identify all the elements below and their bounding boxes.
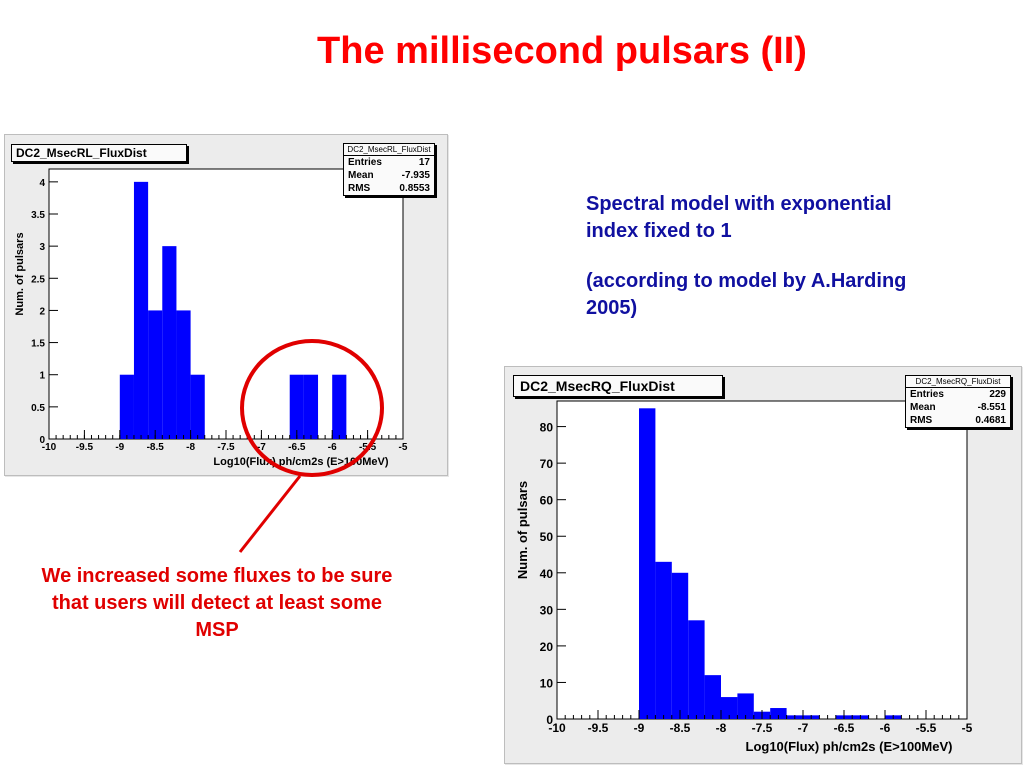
y-tick-label: 40 xyxy=(540,567,554,581)
stats-entries-label: Entries xyxy=(910,389,944,400)
x-axis-label: Log10(Flux) ph/cm2s (E>100MeV) xyxy=(213,456,388,468)
y-tick-label: 0 xyxy=(546,713,553,727)
histogram-bar xyxy=(133,181,149,439)
x-tick-label: -9.5 xyxy=(76,442,94,453)
x-tick-label: -5 xyxy=(399,442,408,453)
y-tick-label: 1.5 xyxy=(31,339,45,350)
slide-title: The millisecond pulsars (II) xyxy=(317,30,807,72)
x-tick-label: -7 xyxy=(798,721,809,735)
x-tick-label: -8 xyxy=(716,721,727,735)
stats-entries-label: Entries xyxy=(348,157,382,168)
x-tick-label: -6.5 xyxy=(288,442,306,453)
y-tick-label: 2 xyxy=(39,306,45,317)
histogram-bar xyxy=(176,310,191,439)
stats-header: DC2_MsecRL_FluxDist xyxy=(344,144,434,156)
x-tick-label: -8 xyxy=(186,442,195,453)
histogram-bar xyxy=(770,708,787,719)
histogram-bar xyxy=(190,374,205,439)
x-tick-label: -7.5 xyxy=(217,442,235,453)
y-tick-label: 3 xyxy=(39,242,45,253)
x-tick-label: -6.5 xyxy=(834,721,855,735)
y-tick-label: 10 xyxy=(540,676,554,690)
y-tick-label: 80 xyxy=(540,421,554,435)
stats-mean-label: Mean xyxy=(910,402,936,413)
histogram-bar xyxy=(737,693,754,719)
histogram-bar xyxy=(162,246,177,439)
x-tick-label: -6 xyxy=(328,442,337,453)
y-tick-label: 0.5 xyxy=(31,403,45,414)
stats-rms-label: RMS xyxy=(910,415,933,426)
hist-title-msecrq: DC2_MsecRQ_FluxDist xyxy=(513,375,723,397)
histogram-bar xyxy=(671,572,689,719)
stats-box-msecrq: DC2_MsecRQ_FluxDist Entries 229 Mean -8.55… xyxy=(905,375,1011,428)
histogram-bar xyxy=(332,374,347,439)
stats-rms-value: 0.8553 xyxy=(399,183,430,194)
y-tick-label: 30 xyxy=(540,603,554,617)
x-axis-label: Log10(Flux) ph/cm2s (E>100MeV) xyxy=(746,739,953,754)
plot-frame xyxy=(556,400,968,720)
x-tick-label: -10 xyxy=(548,721,566,735)
stats-entries-value: 17 xyxy=(418,157,430,168)
x-tick-label: -9 xyxy=(115,442,124,453)
histogram-bar xyxy=(655,561,672,719)
histogram-svg-msecrl: -10 -9.5 -9 -8.5 -8 -7.5 -7 -6.5 -6 -5.5 -500.511.… xyxy=(14,168,408,468)
histogram-panel-msecrq: -10 -9.5 -9 -8.5 -8 -7.5 -7 -6.5 -6 -5.5 -5 0 10 20 30… xyxy=(504,366,1022,764)
stats-box-msecrl: DC2_MsecRL_FluxDist Entries 17 Mean -7.935… xyxy=(343,143,435,196)
stats-header: DC2_MsecRQ_FluxDist xyxy=(906,376,1010,388)
x-tick-label: -9.5 xyxy=(588,721,609,735)
histogram-panel-msecrl: -10 -9.5 -9 -8.5 -8 -7.5 -7 -6.5 -6 -5.5 -5 0 0.5 1 1.… xyxy=(4,134,448,476)
x-tick-label: -5 xyxy=(962,721,973,735)
y-tick-label: 3.5 xyxy=(31,210,45,221)
y-tick-label: 70 xyxy=(540,457,554,471)
y-tick-label: 1 xyxy=(39,371,45,382)
y-tick-label: 20 xyxy=(540,640,554,654)
histogram-bar xyxy=(688,620,705,719)
stats-mean-value: -7.935 xyxy=(401,170,430,181)
histogram-bar xyxy=(704,675,721,719)
y-axis-label: Num. of pulsars xyxy=(14,232,26,315)
histogram-bar xyxy=(303,374,319,439)
hist-title-msecrl: DC2_MsecRL_FluxDist xyxy=(11,144,187,162)
stats-mean-label: Mean xyxy=(348,170,374,181)
y-tick-label: 4 xyxy=(39,178,45,189)
x-tick-label: -5.5 xyxy=(916,721,937,735)
note-spectral-model: Spectral model with exponential index fi… xyxy=(586,193,892,242)
y-axis-label: Num. of pulsars xyxy=(515,481,530,579)
note-increased-fluxes: We increased some fluxes to be sure that… xyxy=(41,565,393,641)
x-tick-label: -7.5 xyxy=(752,721,773,735)
pointer-line xyxy=(238,475,302,553)
histogram-bar xyxy=(119,374,134,439)
stats-entries-value: 229 xyxy=(989,389,1006,400)
y-tick-label: 50 xyxy=(540,530,554,544)
histogram-bar xyxy=(148,310,163,439)
y-tick-label: 0 xyxy=(39,435,45,446)
note-model-reference: (according to model by A.Harding 2005) xyxy=(586,270,907,319)
histogram-svg-msecrq: -10 -9.5 -9 -8.5 -8 -7.5 -7 -6.5 -6 -5.5 -5 0 10 20 30… xyxy=(515,400,973,754)
x-tick-label: -10 xyxy=(42,442,57,453)
x-tick-label: -9 xyxy=(634,721,645,735)
y-tick-label: 2.5 xyxy=(31,274,45,285)
x-tick-label: -6 xyxy=(880,721,891,735)
histogram-bar xyxy=(721,697,738,719)
x-tick-label: -8.5 xyxy=(670,721,691,735)
x-tick-label: -8.5 xyxy=(147,442,165,453)
stats-rms-label: RMS xyxy=(348,183,371,194)
highlight-circle xyxy=(240,339,384,477)
histogram-bar xyxy=(639,408,656,719)
x-tick-label: -7 xyxy=(257,442,266,453)
y-tick-label: 60 xyxy=(540,494,554,508)
stats-rms-value: 0.4681 xyxy=(975,415,1006,426)
stats-mean-value: -8.551 xyxy=(977,402,1006,413)
histogram-bar xyxy=(289,374,304,439)
